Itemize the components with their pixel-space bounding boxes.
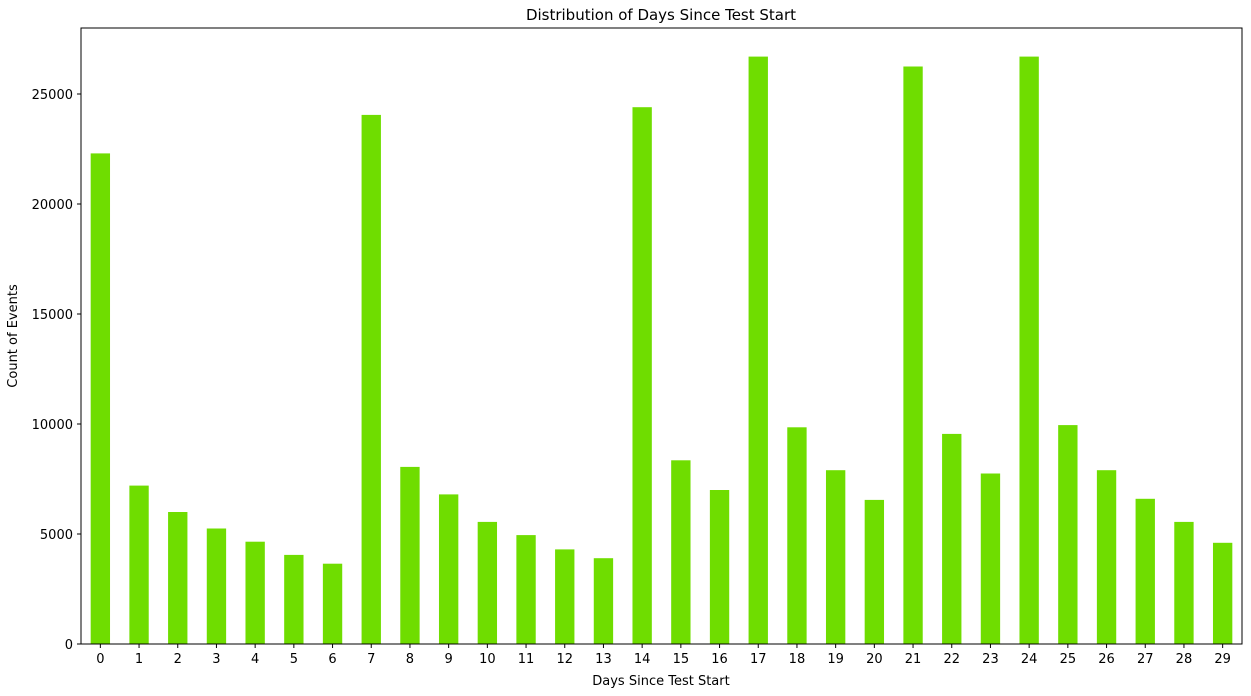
x-tick-label: 28 <box>1176 652 1193 667</box>
x-tick-label: 6 <box>328 652 336 667</box>
y-tick-label: 20000 <box>32 198 73 213</box>
bar <box>284 554 304 644</box>
bar <box>1058 425 1078 644</box>
x-tick-label: 16 <box>711 652 728 667</box>
x-tick-label: 27 <box>1137 652 1154 667</box>
x-tick-label: 1 <box>135 652 143 667</box>
x-tick-label: 24 <box>1021 652 1038 667</box>
bar <box>168 512 188 644</box>
x-tick-label: 4 <box>251 652 259 667</box>
x-axis-label: Days Since Test Start <box>592 674 729 689</box>
bar <box>322 563 343 644</box>
x-tick-label: 22 <box>943 652 960 667</box>
x-tick-label: 0 <box>96 652 104 667</box>
bar <box>516 535 536 644</box>
bars-group <box>90 56 1233 645</box>
bar <box>1096 470 1117 644</box>
bar <box>1174 521 1194 644</box>
x-axis-ticks: 0 1 2 3 4 5 6 7 8 9 10 11 12 13 14 15 16 17 18 19 20 21 22 23 24… <box>96 644 1231 667</box>
x-tick-label: 9 <box>445 652 453 667</box>
bar <box>438 494 459 644</box>
bar <box>632 107 652 644</box>
x-tick-label: 23 <box>982 652 999 667</box>
y-tick-label: 0 <box>65 638 73 653</box>
bar <box>400 466 420 644</box>
bar <box>903 66 923 644</box>
y-tick-label: 25000 <box>32 88 73 103</box>
bar <box>1135 498 1155 644</box>
x-tick-label: 11 <box>518 652 535 667</box>
x-tick-label: 8 <box>406 652 414 667</box>
x-tick-label: 10 <box>479 652 496 667</box>
x-tick-label: 15 <box>673 652 690 667</box>
bar <box>593 558 614 644</box>
bar <box>361 114 381 644</box>
bar <box>787 427 807 644</box>
x-tick-label: 13 <box>595 652 612 667</box>
plot-frame <box>80 27 1243 645</box>
x-tick-label: 17 <box>750 652 767 667</box>
x-tick-label: 12 <box>556 652 573 667</box>
x-tick-label: 7 <box>367 652 375 667</box>
bar <box>129 485 149 644</box>
bar <box>864 499 885 644</box>
x-tick-label: 26 <box>1098 652 1115 667</box>
y-axis-ticks: 0 5000 10000 15000 20000 25000 <box>32 88 81 653</box>
x-tick-label: 5 <box>290 652 298 667</box>
x-tick-label: 14 <box>634 652 651 667</box>
x-tick-label: 25 <box>1060 652 1077 667</box>
bar <box>245 541 265 644</box>
bar <box>206 528 227 644</box>
bar <box>90 153 111 644</box>
y-axis-label: Count of Events <box>6 284 21 388</box>
bar <box>555 549 575 644</box>
bar <box>1212 542 1233 644</box>
x-tick-label: 21 <box>905 652 922 667</box>
x-tick-label: 18 <box>789 652 806 667</box>
x-tick-label: 3 <box>212 652 220 667</box>
bar <box>825 470 846 644</box>
bar <box>748 56 768 645</box>
bar <box>980 473 1001 644</box>
bar <box>709 490 730 644</box>
bar <box>477 521 498 644</box>
x-tick-label: 29 <box>1214 652 1231 667</box>
x-tick-label: 20 <box>866 652 883 667</box>
bar <box>671 460 691 644</box>
chart-title: Distribution of Days Since Test Start <box>526 6 796 24</box>
y-tick-label: 10000 <box>32 418 73 433</box>
bar <box>1019 56 1039 645</box>
x-tick-label: 19 <box>827 652 844 667</box>
x-tick-label: 2 <box>174 652 182 667</box>
y-tick-label: 5000 <box>40 528 73 543</box>
y-tick-label: 15000 <box>32 308 73 323</box>
bar <box>942 433 962 644</box>
